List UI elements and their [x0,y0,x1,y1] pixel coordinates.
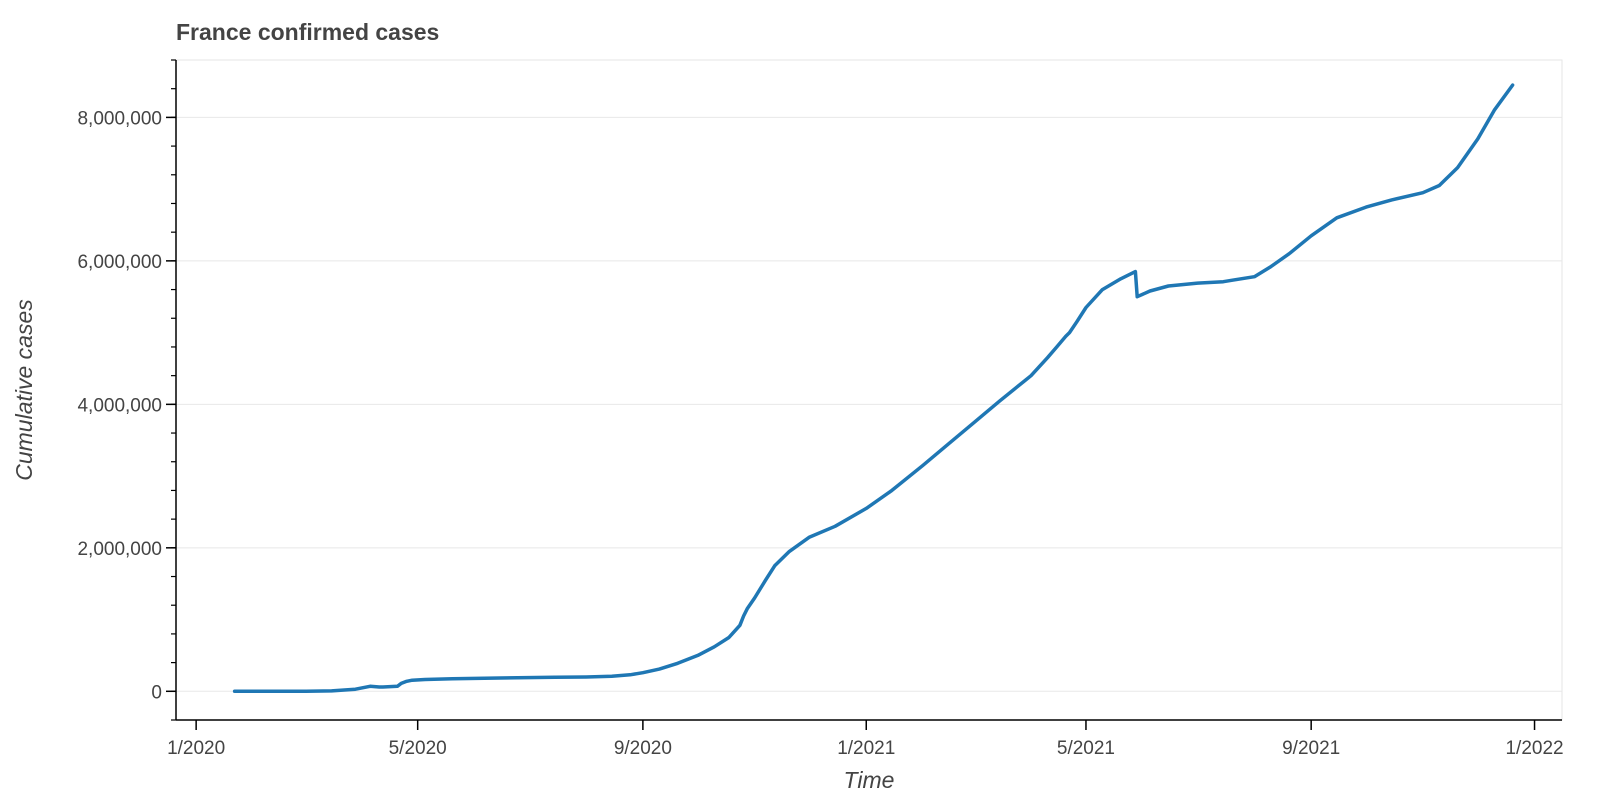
gridlines [176,116,1562,692]
y-tick-label: 0 [151,682,162,703]
x-tick-label: 5/2020 [389,738,447,759]
x-tick-label: 1/2020 [167,738,225,759]
y-tick-label: 4,000,000 [77,395,162,416]
y-axis-title: Cumulative cases [11,299,37,481]
plot-frame [175,59,1563,721]
x-axis: 1/2020 5/2020 9/2020 1/2021 5/2021 9/2021 1/20… [167,719,1564,759]
x-tick-label: 5/2021 [1057,738,1115,759]
chart-title: France confirmed cases [176,19,440,45]
y-axis: 0 2,000,000 4,000,000 6,000,000 8,000,000 [77,59,177,721]
y-tick-label: 2,000,000 [77,539,162,560]
x-tick-label: 9/2021 [1282,738,1340,759]
series-line-france-cases [232,83,1515,694]
x-tick-label: 9/2020 [614,738,672,759]
x-tick-label: 1/2022 [1505,738,1563,759]
x-tick-label: 1/2021 [837,738,895,759]
y-tick-label: 6,000,000 [77,252,162,273]
y-tick-label: 8,000,000 [77,108,162,129]
x-axis-title: Time [844,767,895,793]
